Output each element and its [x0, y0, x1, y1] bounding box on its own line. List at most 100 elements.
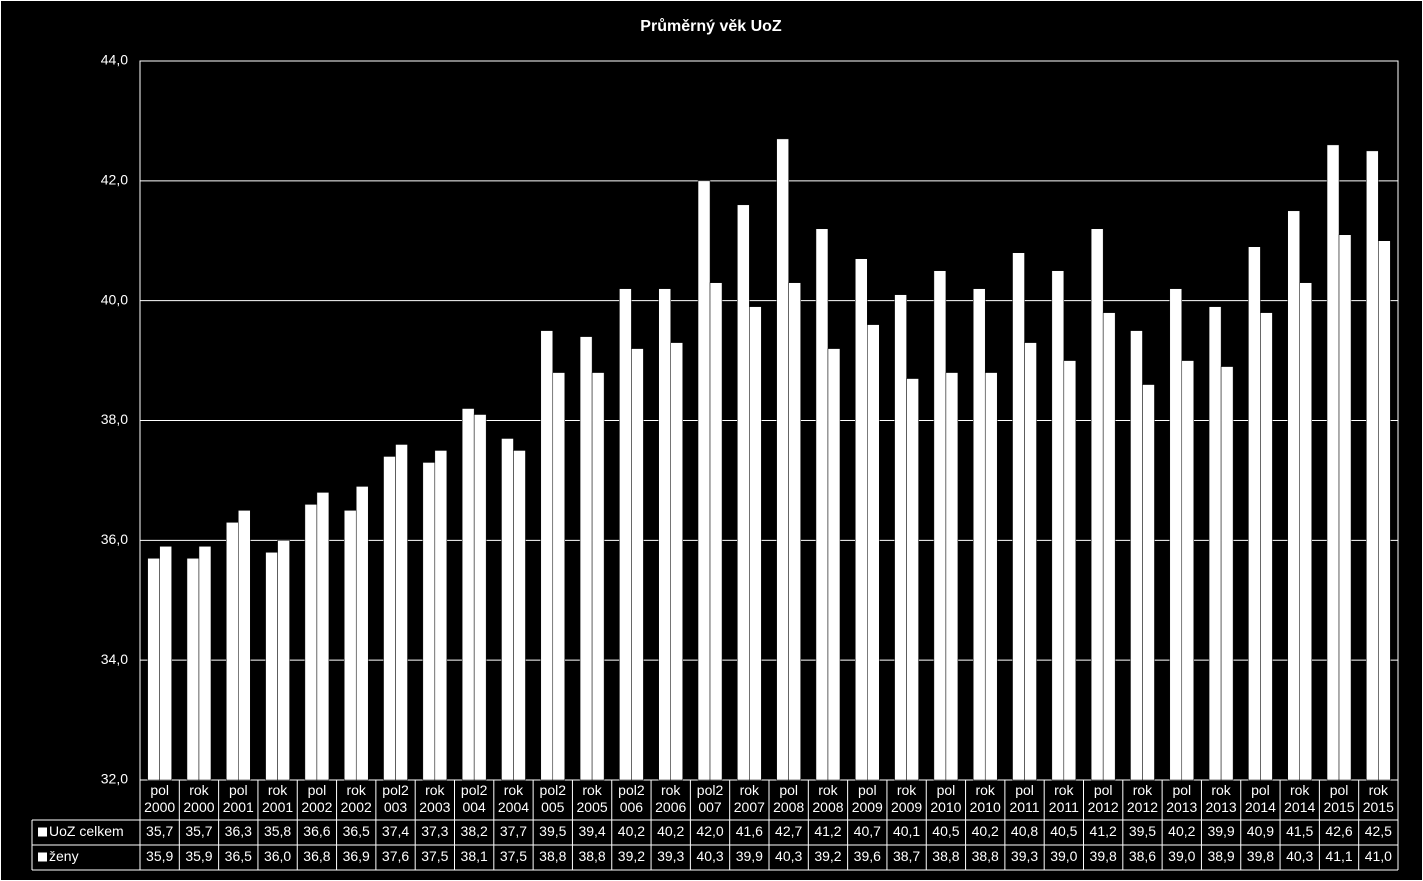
x-tick-label: rok 2011	[1049, 782, 1079, 815]
data-table-value: 38,6	[1129, 848, 1156, 864]
bar	[788, 282, 801, 781]
bar	[265, 552, 278, 781]
data-table-value: 40,9	[1247, 823, 1274, 839]
bar	[1220, 366, 1234, 781]
data-table-value: 38,9	[1207, 848, 1234, 864]
bar	[972, 288, 986, 781]
data-table-value: 40,7	[854, 823, 881, 839]
data-table-value: 39,8	[1090, 848, 1117, 864]
data-table-value: 38,8	[972, 848, 999, 864]
data-table-value: 41,5	[1286, 823, 1313, 839]
bar	[422, 462, 436, 781]
bar	[945, 372, 959, 781]
bar	[658, 288, 671, 781]
bar	[316, 492, 330, 781]
data-table-value: 42,5	[1365, 823, 1392, 839]
data-table-value: 38,1	[461, 848, 488, 864]
x-tick-label: pol2 005	[540, 782, 567, 815]
bar	[984, 372, 998, 781]
data-table-value: 40,2	[1168, 823, 1195, 839]
data-table-value: 35,8	[264, 823, 291, 839]
bar	[1326, 144, 1340, 781]
bar	[1299, 282, 1312, 781]
data-table-value: 40,3	[1286, 848, 1313, 864]
data-table-value: 40,5	[932, 823, 959, 839]
bar	[1208, 306, 1222, 781]
legend-key	[38, 827, 47, 837]
x-tick-label: pol2 007	[697, 782, 724, 815]
bar	[147, 558, 160, 781]
legend-key	[38, 852, 47, 862]
data-table-value: 40,2	[657, 823, 684, 839]
data-table-value: 39,9	[1207, 823, 1234, 839]
data-table-value: 37,5	[421, 848, 448, 864]
x-tick-label: rok 2015	[1363, 782, 1394, 815]
data-table-value: 38,8	[578, 848, 605, 864]
x-tick-label: rok 2008	[812, 782, 843, 815]
data-table-value: 40,3	[775, 848, 802, 864]
bar	[277, 540, 290, 781]
y-tick-label: 42,0	[101, 172, 128, 188]
data-table-value: 40,2	[618, 823, 645, 839]
data-table-value: 35,7	[185, 823, 212, 839]
x-tick-label: pol2 003	[382, 782, 409, 815]
data-table-value: 38,8	[932, 848, 959, 864]
y-tick-label: 32,0	[101, 771, 128, 787]
data-table-value: 36,9	[343, 848, 370, 864]
x-tick-label: pol 2010	[930, 782, 961, 815]
data-table-value: 40,2	[972, 823, 999, 839]
bar	[1338, 234, 1352, 781]
bar	[473, 414, 487, 781]
data-table-value: 36,0	[264, 848, 291, 864]
bar	[461, 408, 475, 781]
data-table-value: 38,7	[893, 848, 920, 864]
bar	[1051, 270, 1065, 781]
bar	[1378, 240, 1391, 781]
bar	[552, 372, 566, 781]
x-tick-label: rok 2012	[1127, 782, 1158, 815]
x-tick-label: pol 2002	[301, 782, 332, 815]
data-table-value: 38,2	[461, 823, 488, 839]
data-table-value: 41,2	[814, 823, 841, 839]
data-table-value: 37,3	[421, 823, 448, 839]
data-table-value: 42,6	[1325, 823, 1352, 839]
data-table-value: 37,7	[500, 823, 527, 839]
bar	[1012, 252, 1025, 781]
bar	[631, 348, 644, 781]
bar	[1090, 228, 1104, 781]
x-tick-label: pol 2001	[223, 782, 254, 815]
data-table-value: 36,6	[303, 823, 330, 839]
y-tick-label: 34,0	[101, 651, 128, 667]
chart-title: Průměrný věk UoZ	[640, 18, 782, 35]
x-tick-label: rok 2010	[970, 782, 1001, 815]
bar	[159, 546, 172, 781]
data-table-value: 37,4	[382, 823, 409, 839]
bar	[226, 522, 239, 781]
bar	[894, 294, 907, 781]
x-tick-label: rok 2007	[734, 782, 765, 815]
x-tick-label: rok 2004	[498, 782, 529, 815]
x-tick-label: pol 2013	[1166, 782, 1197, 815]
bar	[1169, 288, 1183, 781]
data-table-value: 39,0	[1168, 848, 1195, 864]
bar	[395, 444, 408, 781]
bar	[540, 330, 554, 781]
data-table-value: 40,3	[696, 848, 723, 864]
x-tick-label: rok 2005	[577, 782, 608, 815]
x-tick-label: rok 2001	[262, 782, 293, 815]
data-table-value: 40,5	[1050, 823, 1077, 839]
bar	[304, 504, 318, 781]
bar	[670, 342, 683, 781]
data-table-value: 35,9	[185, 848, 212, 864]
bar	[867, 324, 880, 781]
bar	[1142, 384, 1155, 781]
x-tick-label: rok 2000	[183, 782, 214, 815]
data-table-value: 37,6	[382, 848, 409, 864]
data-table-value: 39,8	[1247, 848, 1274, 864]
x-tick-label: rok 2003	[419, 782, 450, 815]
data-table-value: 39,5	[539, 823, 566, 839]
bar	[1248, 246, 1261, 781]
y-tick-label: 44,0	[101, 52, 128, 68]
y-tick-label: 36,0	[101, 531, 128, 547]
